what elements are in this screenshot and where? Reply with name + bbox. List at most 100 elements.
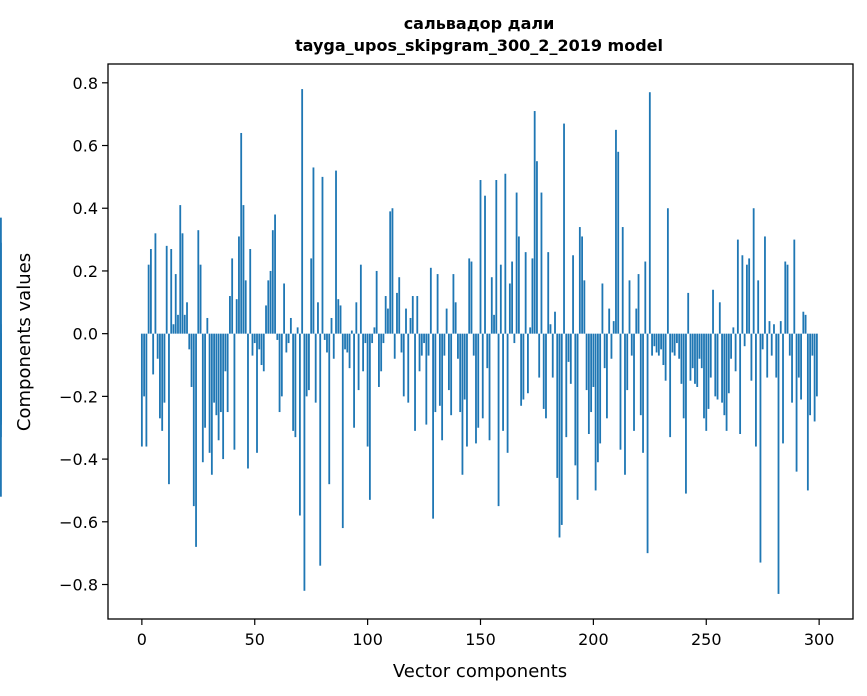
bar (210, 333, 213, 475)
bar (802, 311, 805, 334)
bar (615, 129, 617, 334)
bar (651, 333, 653, 356)
bar (274, 214, 276, 334)
x-tick-label: 100 (352, 630, 383, 649)
y-tick-label: 0.6 (73, 137, 98, 156)
bar (199, 264, 202, 334)
bar (389, 211, 392, 334)
bar (804, 314, 807, 334)
bar (662, 333, 665, 366)
bar (285, 333, 288, 353)
bar (513, 333, 516, 344)
bar (366, 333, 369, 447)
bar (179, 205, 182, 334)
bar (698, 333, 701, 359)
bar (676, 333, 678, 344)
bar (734, 333, 737, 372)
bar (434, 333, 437, 413)
bar (712, 289, 714, 334)
bar (289, 317, 292, 334)
bar (249, 249, 252, 334)
bar (497, 333, 500, 507)
bar (382, 333, 385, 344)
x-axis-ticks: 0 50 100 150 200 250 300 (137, 619, 834, 649)
bar (280, 333, 283, 397)
bar (639, 333, 642, 416)
bar (357, 333, 360, 391)
bar (323, 333, 326, 340)
bar (192, 333, 195, 507)
bar (168, 333, 170, 485)
bar (655, 333, 658, 353)
x-tick-label: 200 (578, 630, 609, 649)
bar (811, 333, 814, 356)
bar (208, 333, 211, 453)
bar (292, 333, 295, 431)
y-tick-label: 0.0 (73, 325, 98, 344)
bar (371, 333, 374, 344)
bar (301, 89, 304, 334)
bar (206, 317, 209, 334)
bar (800, 333, 802, 400)
bar (384, 296, 387, 334)
bar (484, 195, 486, 334)
bar (414, 333, 416, 431)
bar (353, 333, 355, 428)
bar (213, 333, 216, 403)
bar (470, 261, 473, 334)
bar (752, 208, 755, 334)
bar (646, 333, 649, 554)
bar (321, 176, 324, 334)
bar (159, 333, 161, 419)
bar (265, 305, 267, 334)
bar (490, 277, 493, 334)
bar (308, 333, 310, 391)
bar (479, 180, 482, 334)
y-tick-label: −0.8 (59, 576, 98, 595)
bar (775, 333, 778, 378)
bar (152, 333, 155, 375)
bar (621, 227, 624, 334)
bar (472, 333, 475, 356)
bar (447, 333, 450, 391)
bar (305, 333, 308, 397)
bar (188, 333, 191, 350)
bar (407, 333, 410, 403)
bar (156, 333, 159, 359)
bar (694, 333, 696, 384)
bar (633, 333, 635, 431)
bar (161, 333, 164, 431)
y-axis-label: Components values (14, 253, 35, 431)
bar (795, 333, 798, 472)
bar (278, 333, 281, 413)
bar (450, 333, 453, 416)
bar (204, 333, 206, 428)
bar (362, 333, 365, 372)
bar (567, 333, 570, 362)
bar (486, 333, 489, 369)
bar (700, 333, 703, 369)
bar (258, 333, 261, 350)
bar (226, 333, 229, 413)
bar (425, 333, 428, 425)
bar (642, 333, 644, 453)
bar (673, 333, 676, 356)
bar (542, 333, 545, 409)
bar (217, 333, 220, 441)
bar (240, 132, 243, 334)
bar (764, 236, 766, 334)
bar (499, 264, 502, 334)
x-tick-label: 250 (691, 630, 722, 649)
bar (696, 333, 699, 387)
bar (748, 258, 751, 334)
bar (398, 277, 401, 334)
bar (527, 333, 529, 394)
bar (691, 333, 694, 369)
bar (522, 333, 525, 400)
bar (587, 333, 590, 434)
bar (260, 333, 263, 366)
bar (181, 233, 184, 334)
bar (427, 333, 430, 356)
bar (558, 333, 561, 538)
